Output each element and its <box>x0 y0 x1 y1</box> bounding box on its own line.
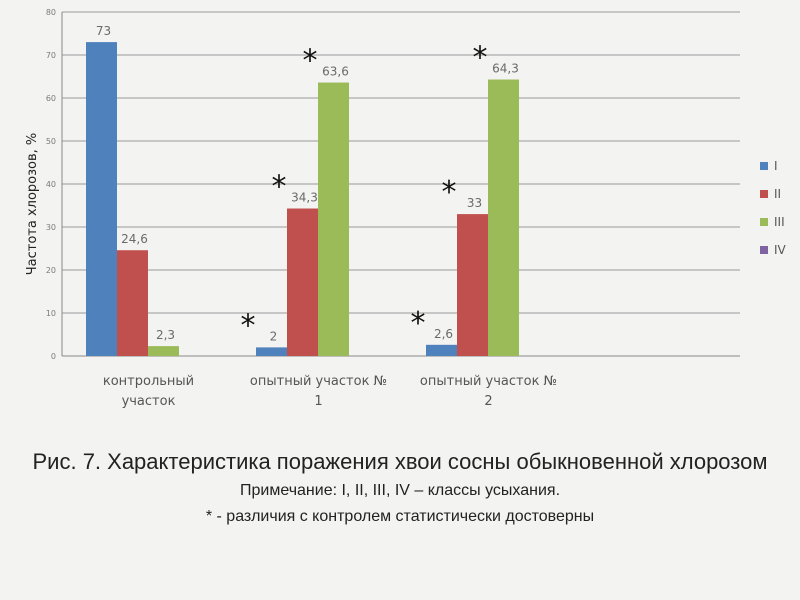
category-label-2-line1: 2 <box>484 394 492 409</box>
y-tick-label-80: 80 <box>46 8 56 17</box>
caption-title: Рис. 7. Характеристика поражения хвои со… <box>32 449 768 474</box>
y-tick-label-20: 20 <box>46 266 56 275</box>
category-label-0-line1: участок <box>122 394 176 409</box>
legend-swatch-I <box>760 162 768 170</box>
significance-star-1: * <box>272 170 287 205</box>
significance-star-4: * <box>442 175 457 210</box>
category-label-1-line1: 1 <box>314 394 322 409</box>
legend-label-II: II <box>774 187 781 201</box>
bar-III-cat2 <box>488 79 519 356</box>
data-label-I-cat2: 2,6 <box>434 327 453 341</box>
y-tick-label-0: 0 <box>51 352 56 361</box>
category-label-1-line0: опытный участок № <box>250 374 387 389</box>
significance-star-0: * <box>241 308 256 343</box>
y-tick-label-60: 60 <box>46 94 56 103</box>
legend-label-IV: IV <box>774 243 787 257</box>
figure-caption: Рис. 7. Характеристика поражения хвои со… <box>0 448 800 528</box>
y-tick-label-10: 10 <box>46 309 56 318</box>
y-tick-label-40: 40 <box>46 180 56 189</box>
legend-swatch-III <box>760 218 768 226</box>
bar-II-cat1 <box>287 208 318 356</box>
caption-note-significance: * - различия с контролем статистически д… <box>205 508 595 525</box>
bar-chart: 0 10 20 30 40 50 60 70 80 Частота хлорозов, % 73 24… <box>25 8 787 409</box>
legend-label-I: I <box>774 159 778 173</box>
significance-star-3: * <box>411 306 426 341</box>
bar-I-cat2 <box>426 344 457 356</box>
bar-III-cat0 <box>148 346 179 356</box>
significance-star-2: * <box>303 44 318 79</box>
y-axis-title: Частота хлорозов, % <box>25 133 40 276</box>
legend-swatch-II <box>760 190 768 198</box>
y-tick-label-30: 30 <box>46 223 56 232</box>
data-label-I-cat0: 73 <box>96 24 111 38</box>
bar-II-cat0 <box>117 250 148 356</box>
data-label-III-cat0: 2,3 <box>156 328 175 342</box>
bar-I-cat1 <box>256 347 287 356</box>
category-label-0-line0: контрольный <box>103 374 194 389</box>
data-label-II-cat0: 24,6 <box>121 232 148 246</box>
significance-star-5: * <box>473 41 488 76</box>
data-label-III-cat1: 63,6 <box>322 65 349 79</box>
data-label-I-cat1: 2 <box>270 329 278 343</box>
y-tick-label-70: 70 <box>46 51 56 60</box>
bar-I-cat0 <box>86 42 117 356</box>
bar-III-cat1 <box>318 82 349 357</box>
legend-label-III: III <box>774 215 785 229</box>
data-label-II-cat1: 34,3 <box>291 191 318 205</box>
category-label-2-line0: опытный участок № <box>420 374 557 389</box>
data-label-II-cat2: 33 <box>467 196 482 210</box>
data-label-III-cat2: 64,3 <box>492 62 519 76</box>
legend-swatch-IV <box>760 246 768 254</box>
y-tick-label-50: 50 <box>46 137 56 146</box>
caption-note-classes: Примечание: I, II, III, IV – классы усых… <box>239 482 561 499</box>
bar-II-cat2 <box>457 214 488 356</box>
